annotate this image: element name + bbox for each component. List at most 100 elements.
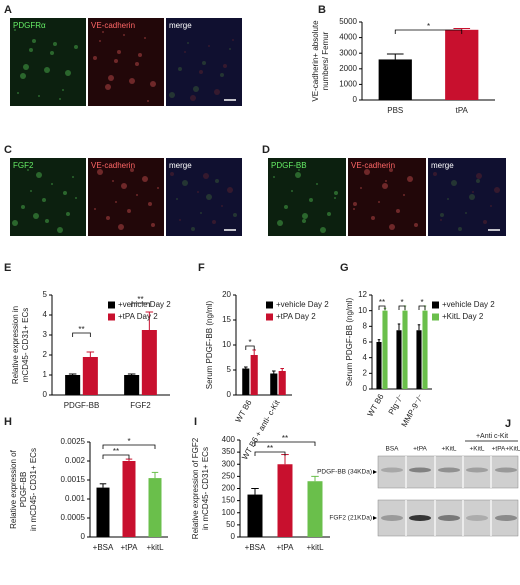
cell-speck — [206, 194, 212, 200]
y-tick-label: 300 — [222, 459, 236, 468]
y-tick-label: 12 — [358, 290, 367, 299]
cell-speck — [99, 40, 101, 42]
cell-speck — [233, 213, 237, 217]
legend-label: +KitL Day 2 — [442, 312, 484, 321]
cell-speck — [353, 202, 357, 206]
cell-speck — [396, 209, 400, 213]
channel-label: VE-cadherin — [91, 161, 135, 170]
y-tick-label: 4 — [43, 310, 48, 319]
cell-speck — [147, 100, 149, 102]
significance-bracket — [131, 302, 150, 307]
cell-speck — [106, 216, 110, 220]
panel-label: D — [262, 144, 270, 156]
cell-speck — [20, 73, 26, 79]
cell-speck — [114, 59, 118, 63]
significance-mark: * — [400, 298, 403, 307]
cell-speck — [53, 42, 57, 46]
legend-label: +vehicle Day 2 — [276, 300, 329, 309]
y-axis-label: PDGF-BB — [19, 472, 28, 508]
bar — [270, 373, 278, 395]
y-tick-label: 150 — [222, 496, 236, 505]
cell-speck — [208, 45, 210, 47]
cell-speck — [200, 212, 202, 214]
cell-speck — [389, 224, 395, 230]
panel-label: C — [4, 144, 12, 156]
cell-speck — [273, 176, 275, 178]
bar — [378, 59, 412, 100]
cell-speck — [72, 176, 74, 178]
bar — [278, 371, 286, 395]
band — [381, 515, 403, 521]
significance-mark: * — [248, 338, 251, 347]
legend-label: +tPA Day 2 — [118, 312, 158, 321]
x-tick-label: +BSA — [245, 543, 266, 552]
cell-speck — [433, 172, 437, 176]
x-tick-label: +kitL — [306, 543, 324, 552]
cell-speck — [32, 39, 36, 43]
cell-speck — [407, 176, 413, 182]
x-tick-label: +tPA — [277, 543, 295, 552]
row-arrow — [373, 470, 377, 474]
cell-speck — [316, 183, 318, 185]
cell-speck — [284, 205, 288, 209]
cell-speck — [187, 42, 189, 44]
micrograph — [10, 158, 86, 236]
y-tick-label: 0 — [43, 390, 48, 399]
cell-speck — [476, 173, 482, 179]
channel-label: PDGF-BB — [271, 161, 307, 170]
bar — [382, 310, 388, 389]
cell-speck — [232, 39, 234, 41]
cell-speck — [121, 183, 127, 189]
row-label: PDGF-BB (34KDa) — [317, 469, 372, 476]
legend-swatch — [432, 301, 439, 309]
y-tick-label: 200 — [222, 484, 236, 493]
blot-strip — [377, 455, 519, 489]
bar — [277, 464, 293, 537]
channel-label: merge — [169, 21, 192, 30]
cell-speck — [472, 191, 474, 193]
cell-speck — [112, 180, 114, 182]
x-tick-label: FGF2 — [130, 401, 151, 410]
significance-bracket — [72, 332, 91, 337]
y-tick-label: 3 — [43, 330, 48, 339]
cell-speck — [203, 173, 209, 179]
significance-mark: ** — [379, 298, 385, 307]
lane-label: +tPA — [413, 446, 427, 453]
cell-speck — [458, 227, 462, 231]
y-axis-label: Relative expression in — [11, 306, 20, 384]
x-tick-label: tPA — [456, 106, 469, 115]
cell-speck — [105, 84, 111, 90]
significance-mark: * — [427, 22, 430, 31]
y-tick-label: 4 — [363, 353, 368, 362]
cell-speck — [364, 169, 370, 175]
cell-speck — [334, 197, 336, 199]
cell-speck — [440, 213, 444, 217]
cell-speck — [378, 201, 380, 203]
cell-speck — [151, 223, 155, 227]
cell-speck — [220, 73, 224, 77]
cell-speck — [102, 31, 104, 33]
significance-bracket — [245, 345, 255, 350]
y-tick-label: 10 — [358, 306, 367, 315]
cell-speck — [277, 220, 283, 226]
legend-label: +tPA Day 2 — [276, 312, 316, 321]
bar — [65, 375, 81, 395]
cell-speck — [30, 190, 32, 192]
significance-mark: * — [420, 298, 423, 307]
y-tick-label: 2 — [43, 350, 48, 359]
cell-speck — [29, 48, 33, 52]
y-tick-label: 0.0015 — [61, 475, 86, 484]
y-tick-label: 15 — [222, 315, 231, 324]
significance-mark: ** — [78, 325, 84, 334]
cell-speck — [118, 224, 124, 230]
cell-speck — [191, 227, 195, 231]
y-tick-label: 250 — [222, 471, 236, 480]
cell-speck — [385, 180, 387, 182]
bar — [96, 487, 110, 537]
y-axis-label: Serum PDGF-BB (ng/ml) — [205, 300, 214, 389]
panel-label: I — [194, 416, 197, 428]
band — [495, 515, 517, 521]
y-tick-label: 0.0025 — [61, 437, 86, 446]
y-tick-label: 0 — [363, 384, 368, 393]
legend-swatch — [108, 301, 115, 309]
